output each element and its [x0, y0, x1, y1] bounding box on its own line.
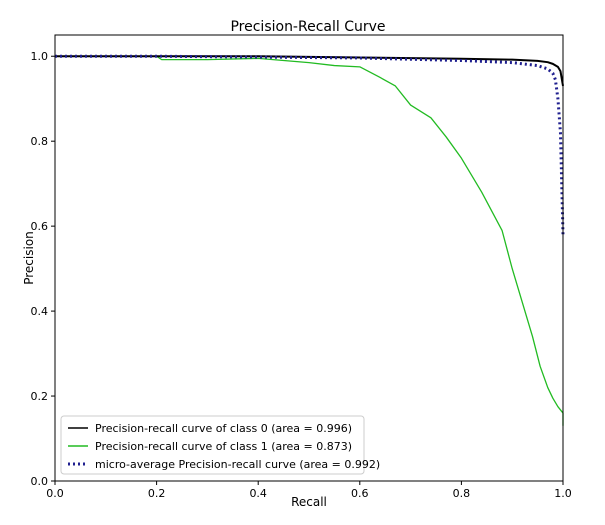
- legend-label-0: Precision-recall curve of class 0 (area …: [95, 422, 352, 435]
- x-tick-label: 0.6: [351, 487, 369, 500]
- y-tick-label: 0.2: [31, 390, 49, 403]
- y-tick-label: 0.8: [31, 135, 49, 148]
- legend-label-2: micro-average Precision-recall curve (ar…: [95, 458, 380, 471]
- legend-label-1: Precision-recall curve of class 1 (area …: [95, 440, 352, 453]
- series-line-1: [55, 55, 564, 426]
- y-axis-title: Precision: [22, 231, 36, 285]
- y-tick-label: 0.6: [31, 220, 49, 233]
- y-tick-label: 0.0: [31, 475, 49, 488]
- chart-title: Precision-Recall Curve: [230, 19, 385, 35]
- x-tick-label: 0.8: [453, 487, 471, 500]
- legend-frame: [60, 415, 365, 475]
- x-tick-label: 0.0: [46, 487, 64, 500]
- x-axis-title: Recall: [291, 495, 327, 509]
- plot-frame: [54, 34, 564, 482]
- legend: Precision-recall curve of class 0 (area …: [60, 415, 380, 475]
- series-line-2: [55, 54, 565, 235]
- x-tick-label: 0.2: [148, 487, 166, 500]
- x-tick-label: 0.4: [249, 487, 267, 500]
- y-tick-label: 1.0: [31, 50, 49, 63]
- y-tick-label: 0.4: [31, 305, 49, 318]
- x-tick-label: 1.0: [554, 487, 572, 500]
